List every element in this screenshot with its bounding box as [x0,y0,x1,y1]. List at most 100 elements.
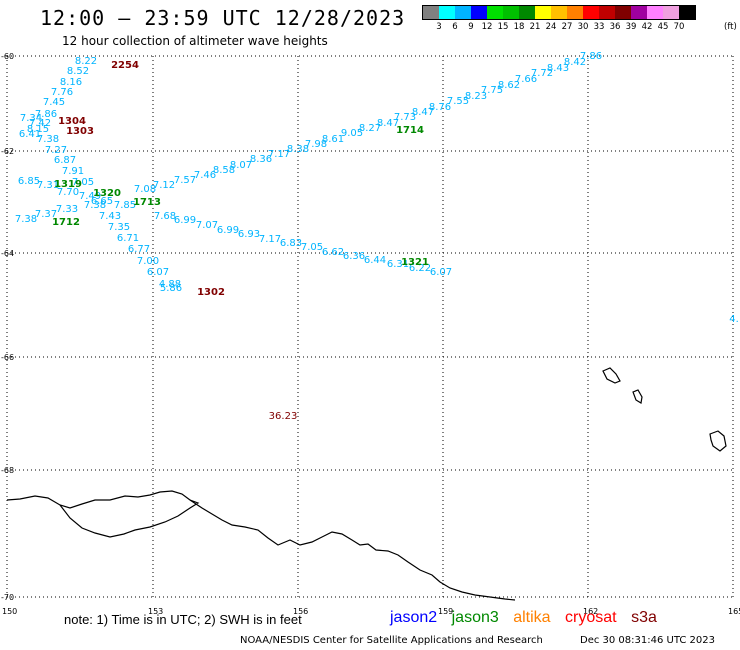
wave-height-value: 7.76 [51,87,73,98]
lon-label: 153 [148,607,163,616]
legend-label: 42 [641,22,653,32]
sat-altika: altika [513,609,551,626]
wave-height-value: 7.46 [194,170,216,181]
wave-height-value: 9.05 [341,128,363,139]
legend-label: 36 [609,22,621,32]
wave-height-value: 7.00 [137,256,159,267]
wave-height-value: 8.43 [547,63,569,74]
pass-time-label: 1712 [52,217,80,228]
wave-height-value: 8.38 [287,144,309,155]
wave-height-value: 7.70 [57,187,79,198]
wave-height-value: 6.07 [147,267,169,278]
wave-height-value: 6.71 [117,233,139,244]
wave-height-value: 7.43 [99,211,121,222]
wave-height-value: 7.42 [29,118,51,129]
wave-height-value: 8.47 [412,107,434,118]
wave-height-value: 6.99 [217,225,239,236]
legend-swatch [679,6,695,19]
legend-swatch [583,6,599,19]
legend-swatch [503,6,519,19]
legend-swatch [535,6,551,19]
island-1 [602,367,621,384]
wave-height-value: 6.93 [238,229,260,240]
wave-height-value: 6.77 [128,244,150,255]
wave-height-value: 8.22 [75,56,97,67]
legend-label: 30 [577,22,589,32]
wave-height-value: 7.07 [196,220,218,231]
lon-label: 165 [728,607,740,616]
wave-height-value: 8.76 [429,102,451,113]
legend-swatch [567,6,583,19]
legend-swatch [439,6,455,19]
legend-unit: (ft) [724,22,737,32]
wave-height-values: 8.228.528.167.767.457.867.347.428.156.41… [15,51,739,422]
pass-time-label: 1714 [396,125,424,136]
wave-height-value: 7.85 [114,200,136,211]
wave-height-value: 7.75 [481,85,503,96]
wave-height-value: 7.91 [62,166,84,177]
legend-swatch [519,6,535,19]
legend-swatches [422,5,696,20]
wave-height-value: 8.27 [359,123,381,134]
legend-label: 45 [657,22,669,32]
wave-height-value: 8.52 [67,66,89,77]
wave-height-value: 7.17 [268,149,290,160]
lat-lon-grid: -60 -62 -64 -66 -68 -70 150 153 156 159 162 165 [1,52,740,616]
sat-jason2: jason2 [390,609,438,626]
pass-time-label: 1303 [66,126,94,137]
wave-height-value: 7.08 [134,184,156,195]
lon-label: 150 [2,607,17,616]
wave-height-value: 7.49 [79,191,101,202]
legend-label: 3 [436,22,442,32]
lon-label: 162 [583,607,598,616]
wave-height-value: 6.85 [18,176,40,187]
island-3 [709,430,727,452]
wave-height-value: 6.41 [19,129,41,140]
lon-label: 159 [438,607,453,616]
wave-height-value: 7.12 [153,180,175,191]
legend-swatch [615,6,631,19]
footnote: note: 1) Time is in UTC; 2) SWH is in fe… [64,612,302,627]
wave-height-value: 8.23 [465,91,487,102]
wave-height-value: 7.27 [45,145,67,156]
wave-height-value: 6.99 [174,215,196,226]
pass-time-label: 1321 [401,257,429,268]
lat-label: -70 [1,593,14,602]
wave-height-value: 7.86 [580,51,602,62]
legend-label: 70 [673,22,685,32]
wave-height-value: 7.45 [43,97,65,108]
lat-label: -62 [1,147,14,156]
wave-height-value: 7.57 [174,175,196,186]
wave-height-value: 7.68 [154,211,176,222]
pass-time-label: 2254 [111,60,139,71]
lat-label: -64 [1,249,14,258]
legend-swatch [423,6,439,19]
map-subtitle: 12 hour collection of altimeter wave hei… [62,34,328,48]
wave-height-value: 6.83 [280,238,302,249]
credit-line: NOAA/NESDIS Center for Satellite Applica… [240,635,543,646]
lat-label: -68 [1,466,14,475]
wave-height-value: 7.86 [35,109,57,120]
wave-height-value: 7.72 [531,68,553,79]
wave-height-value: 7.17 [259,234,281,245]
wave-height-value: 8.42 [564,57,586,68]
legend-label: 9 [468,22,474,32]
legend-swatch [663,6,679,19]
wave-height-value: 7.38 [15,214,37,225]
wave-height-value: 7.34 [20,113,42,124]
generation-timestamp: Dec 30 08:31:46 UTC 2023 [580,635,715,646]
wave-height-value: 7.98 [305,139,327,150]
sat-s3a: s3a [631,609,657,626]
wave-height-value: 7.55 [447,96,469,107]
legend-swatch [599,6,615,19]
legend-labels: (ft) 3 6 9 12 15 18 21 24 27 30 33 36 39 42 45 70 [422,20,737,32]
wave-height-value: 7.37 [35,209,57,220]
antarctic-coastline [6,490,516,601]
legend-swatch [471,6,487,19]
legend-swatch [647,6,663,19]
pass-time-label: 1319 [54,179,82,190]
legend-swatch [487,6,503,19]
wave-height-value: 8.16 [60,77,82,88]
